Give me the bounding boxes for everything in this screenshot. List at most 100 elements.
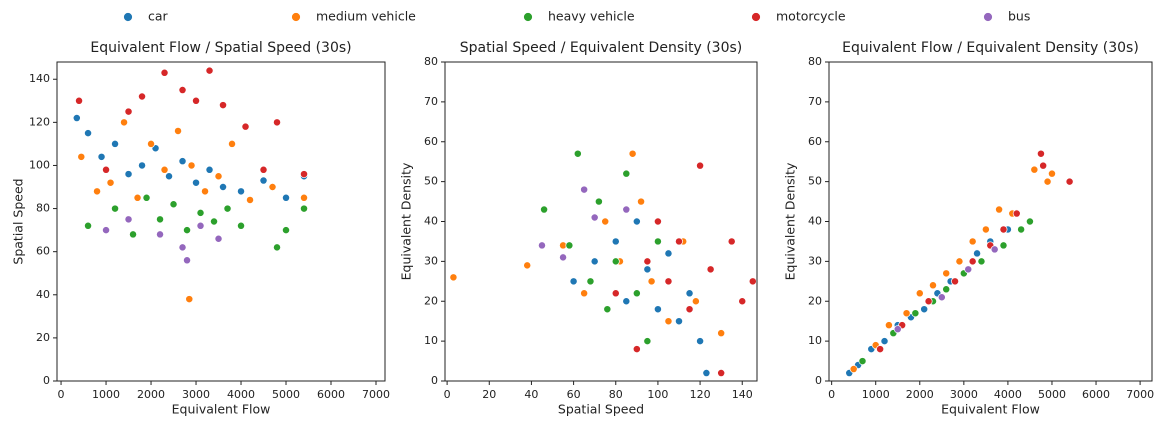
point <box>601 217 610 226</box>
legend-label: car <box>148 9 169 24</box>
point <box>964 265 973 274</box>
legend-marker <box>983 12 993 22</box>
point <box>246 195 254 204</box>
point <box>192 178 200 187</box>
point <box>1037 149 1045 158</box>
point <box>580 185 589 194</box>
point <box>685 289 694 298</box>
y-tick-label: 80 <box>424 55 438 68</box>
point <box>611 237 620 246</box>
point <box>1039 161 1048 170</box>
point <box>223 204 232 213</box>
point <box>214 234 223 243</box>
point <box>653 305 662 314</box>
point <box>653 217 662 226</box>
legend-label: motorcycle <box>776 9 846 24</box>
x-tick-label: 40 <box>524 388 538 401</box>
y-tick-label: 10 <box>808 334 822 347</box>
point <box>717 329 726 338</box>
y-tick-label: 10 <box>424 334 438 347</box>
point <box>632 217 641 226</box>
legend-label: bus <box>1008 9 1030 24</box>
point <box>622 297 631 306</box>
point <box>183 256 191 265</box>
point <box>920 305 929 314</box>
x-tick-label: 100 <box>647 388 668 401</box>
point <box>968 237 977 246</box>
y-tick-label: 70 <box>424 95 438 108</box>
point <box>129 230 137 239</box>
axes-frame <box>444 61 758 382</box>
point <box>915 289 924 298</box>
point <box>675 317 683 326</box>
point <box>611 289 620 298</box>
point <box>664 277 673 286</box>
x-axis-label: Spatial Speed <box>558 402 644 417</box>
x-tick-label: 1000 <box>92 388 120 401</box>
point <box>196 208 205 217</box>
point <box>1043 177 1052 186</box>
y-tick-label: 80 <box>36 202 50 215</box>
y-tick-label: 60 <box>424 135 438 148</box>
y-tick-label: 50 <box>424 175 438 188</box>
point <box>628 149 637 158</box>
chart-title: Equivalent Flow / Equivalent Density (30… <box>842 40 1139 56</box>
y-axis-label: Spatial Speed <box>11 178 26 264</box>
point <box>924 297 933 306</box>
point <box>647 277 656 286</box>
point <box>237 221 245 230</box>
x-tick-label: 6000 <box>317 388 345 401</box>
point <box>241 122 250 131</box>
x-tick-label: 4000 <box>227 388 255 401</box>
point <box>594 197 603 206</box>
point <box>124 215 133 224</box>
y-tick-label: 40 <box>424 215 438 228</box>
point <box>282 193 290 202</box>
point <box>977 257 986 266</box>
point <box>999 241 1008 250</box>
point <box>219 183 227 191</box>
point <box>1025 217 1034 226</box>
point <box>84 129 92 138</box>
point <box>111 204 119 213</box>
point <box>632 289 641 298</box>
point <box>111 139 119 148</box>
point <box>706 265 715 274</box>
point <box>259 165 268 174</box>
point <box>1017 225 1026 234</box>
point <box>569 277 578 286</box>
point <box>1048 169 1056 178</box>
point <box>282 226 290 235</box>
point <box>643 337 652 346</box>
point <box>228 139 236 148</box>
point <box>165 172 173 181</box>
point <box>1065 177 1074 186</box>
point <box>632 345 641 354</box>
point <box>185 295 194 304</box>
point <box>120 118 128 127</box>
point <box>156 215 164 224</box>
point <box>653 237 662 246</box>
point <box>205 165 214 174</box>
point <box>580 289 589 298</box>
point <box>643 265 652 274</box>
point <box>138 161 146 170</box>
point <box>300 170 308 179</box>
x-tick-label: 4000 <box>994 388 1022 401</box>
point <box>995 205 1004 214</box>
point <box>951 277 959 286</box>
point <box>849 365 858 373</box>
x-tick-label: 60 <box>567 388 581 401</box>
axes-frame <box>56 61 386 382</box>
point <box>219 101 227 110</box>
point <box>187 161 196 170</box>
point <box>268 183 277 191</box>
point <box>124 170 133 179</box>
y-tick-label: 70 <box>808 95 822 108</box>
point <box>102 165 110 174</box>
point <box>183 226 191 235</box>
point <box>990 245 999 254</box>
x-tick-label: 80 <box>609 388 623 401</box>
point <box>727 237 736 246</box>
point <box>1030 165 1039 174</box>
